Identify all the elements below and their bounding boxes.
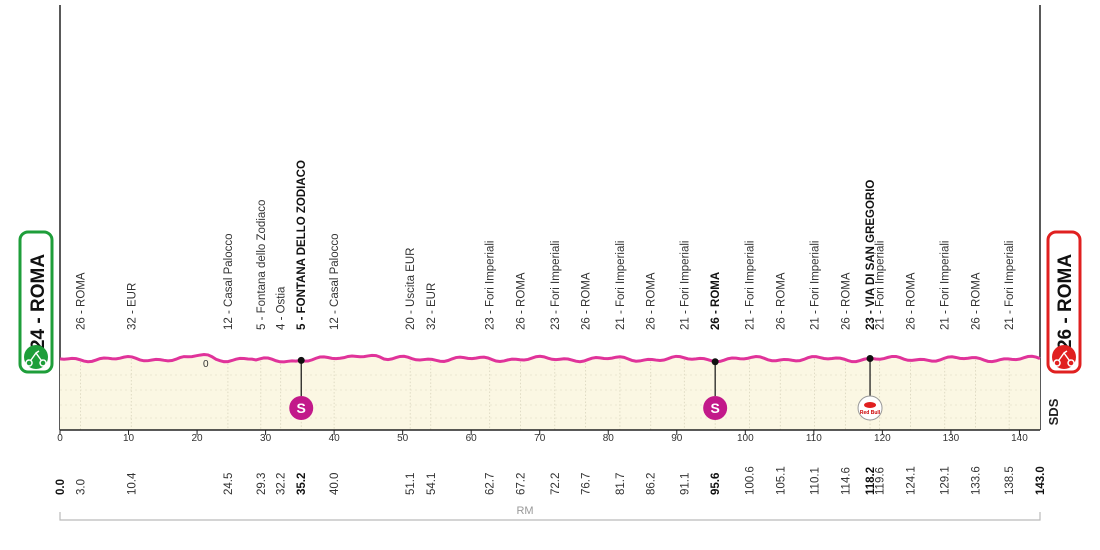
waypoint-km-labels: 0.0 3.0 10.4 24.5 29.3 32.2 35.2 40.0 51.1 54.1 62… <box>55 466 1047 495</box>
waypoint-name: 5 - FONTANA DELLO ZODIACO <box>296 160 308 330</box>
profile-small-label: 0 <box>203 359 209 370</box>
sprint-icon <box>289 396 314 420</box>
finish-badge: 26 - ROMA <box>1046 230 1082 374</box>
waypoint-name: 12 - Casal Palocco <box>329 233 341 330</box>
region-label: RM <box>516 505 533 517</box>
waypoint-name: 21 - Fori Imperiali <box>679 241 691 330</box>
waypoint-km-label: 91.1 <box>679 473 691 495</box>
waypoint-km-label: 35.2 <box>296 473 308 495</box>
waypoint-name: 26 - ROMA <box>76 272 88 330</box>
waypoint-name: 20 - Uscita EUR <box>405 248 417 330</box>
waypoint-name: 26 - ROMA <box>905 272 917 330</box>
sprint-label: S <box>710 400 719 416</box>
route-markers: S S Red Bull <box>289 355 883 421</box>
sprint-icon <box>703 396 728 420</box>
waypoint-km-label: 114.6 <box>840 467 852 495</box>
waypoint-km-label: 40.0 <box>329 473 341 495</box>
waypoint-km-label: 62.7 <box>485 473 497 495</box>
waypoint-name: 23 - Fori Imperiali <box>550 241 562 330</box>
region-bracket: RM <box>59 505 1041 521</box>
bull-shape <box>864 402 877 408</box>
waypoint-name: 26 - ROMA <box>581 272 593 330</box>
axis-tick-label: 90 <box>671 433 683 444</box>
profile-line <box>59 353 1041 364</box>
waypoint-km-label: 51.1 <box>405 473 417 495</box>
waypoint-km-label: 95.6 <box>710 473 722 495</box>
waypoint-km-label: 54.1 <box>426 473 438 495</box>
axis-tick-label: 140 <box>1011 433 1028 444</box>
waypoint-name: 4 - Ostia <box>276 286 288 330</box>
waypoint-km-label: 67.2 <box>516 473 528 495</box>
waypoint-km-label: 0.0 <box>55 479 67 495</box>
sprint-label: S <box>297 400 306 416</box>
axis-tick-label: 110 <box>806 433 822 444</box>
waypoint-km-label: 110.1 <box>810 467 822 495</box>
waypoint-km-label: 24.5 <box>223 473 235 495</box>
axis-tick-label: 0 <box>57 433 63 444</box>
finish-label: 26 - ROMA <box>1055 254 1076 350</box>
finish-cyclist-icon <box>1052 345 1076 369</box>
waypoint-km-label: 119.6 <box>875 467 887 495</box>
waypoint-name: 26 - ROMA <box>516 272 528 330</box>
waypoint-name: 21 - Fori Imperiali <box>875 241 887 330</box>
waypoint-km-label: 10.4 <box>126 472 138 495</box>
waypoint-name: 26 - ROMA <box>646 272 658 330</box>
waypoint-km-label: 29.3 <box>256 473 268 495</box>
axis-tick-label: 70 <box>534 433 546 444</box>
axis-tick-label: 120 <box>874 433 891 444</box>
axis-tick-label: 10 <box>123 433 135 444</box>
axis-tick-label: 20 <box>192 433 204 444</box>
waypoint-name: 21 - Fori Imperiali <box>810 241 822 330</box>
km-bonus-label: Red Bull <box>860 410 881 416</box>
axis-tick-label: 50 <box>397 433 409 444</box>
waypoint-km-label: 143.0 <box>1035 466 1047 495</box>
waypoint-km-label: 138.5 <box>1004 466 1016 495</box>
axis-tick-label: 100 <box>737 433 754 444</box>
waypoint-name: 32 - EUR <box>126 283 138 330</box>
start-label: 24 - ROMA <box>28 254 49 350</box>
distance-ticks: 0 10 20 30 40 50 60 70 80 90 100 110 120 130 140 <box>57 430 1028 444</box>
waypoint-name: 26 - ROMA <box>710 272 722 330</box>
axis-tick-label: 130 <box>943 433 960 444</box>
waypoint-name: 26 - ROMA <box>971 272 983 330</box>
waypoint-km-label: 133.6 <box>971 466 983 495</box>
waypoint-km-label: 100.6 <box>744 466 756 495</box>
waypoint-km-label: 81.7 <box>615 473 627 495</box>
waypoint-name: 21 - Fori Imperiali <box>744 241 756 330</box>
waypoint-name: 26 - ROMA <box>840 272 852 330</box>
waypoint-km-label: 32.2 <box>276 473 288 495</box>
axis-tick-label: 30 <box>260 433 272 444</box>
waypoint-km-label: 76.7 <box>581 473 593 495</box>
waypoint-km-label: 129.1 <box>940 466 952 495</box>
waypoint-name: 23 - Fori Imperiali <box>485 241 497 330</box>
waypoint-km-label: 105.1 <box>775 466 787 495</box>
waypoint-name: 32 - EUR <box>426 283 438 330</box>
waypoint-name: 23 - VIA DI SAN GREGORIO <box>865 180 877 330</box>
waypoint-km-label: 124.1 <box>905 466 917 495</box>
waypoint-name: 26 - ROMA <box>775 272 787 330</box>
waypoint-names: 26 - ROMA 32 - EUR 12 - Casal Palocco 5 - F… <box>76 160 1017 330</box>
waypoint-name: 5 - Fontana dello Zodiaco <box>256 200 268 330</box>
waypoint-name: 21 - Fori Imperiali <box>615 241 627 330</box>
waypoint-name: 21 - Fori Imperiali <box>940 241 952 330</box>
axis-tick-label: 40 <box>329 433 341 444</box>
waypoint-km-label: 118.2 <box>865 467 877 495</box>
waypoint-km-label: 86.2 <box>646 473 658 495</box>
axis-tick-label: 80 <box>603 433 615 444</box>
waypoint-name: 21 - Fori Imperiali <box>1004 241 1016 330</box>
waypoint-km-label: 3.0 <box>76 479 88 495</box>
cyclist-icon <box>24 345 48 369</box>
waypoint-km-label: 72.2 <box>550 473 562 495</box>
organizer-logo: SDS <box>1046 398 1061 425</box>
start-badge: 24 - ROMA <box>18 230 54 374</box>
axis-tick-label: 60 <box>466 433 478 444</box>
waypoint-name: 12 - Casal Palocco <box>223 233 235 330</box>
